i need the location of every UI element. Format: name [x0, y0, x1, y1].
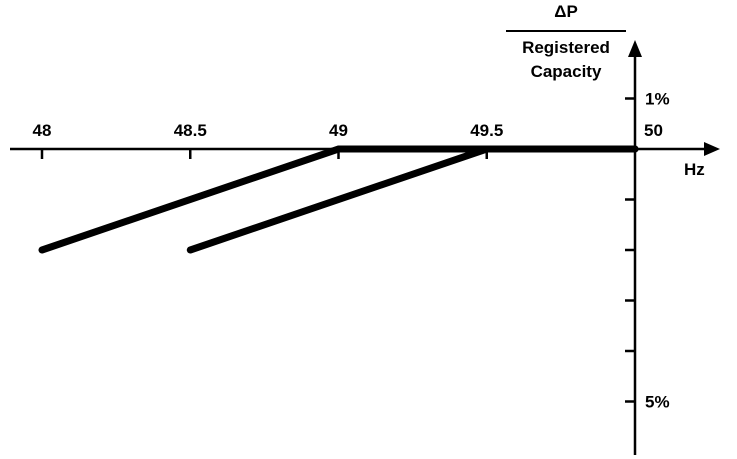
series-line-2 [186, 145, 639, 254]
x-tick-label: 48.5 [174, 121, 207, 140]
x-tick-label: 50 [644, 121, 663, 140]
series-group [38, 145, 639, 254]
y-axis-label-denominator-line1: Registered [522, 38, 610, 57]
x-tick-label: 49.5 [470, 121, 503, 140]
x-tick-label: 48 [33, 121, 52, 140]
y-axis-label-denominator-line2: Capacity [531, 62, 602, 81]
x-axis-label: Hz [684, 160, 705, 179]
y-ticks: 1% 5% [625, 90, 670, 412]
y-axis-label-numerator: ΔP [554, 2, 578, 21]
y-tick-label: 1% [645, 90, 670, 109]
y-tick-label: 5% [645, 393, 670, 412]
x-axis-arrow [704, 142, 720, 156]
y-axis-arrow [628, 40, 642, 57]
x-tick-label: 49 [329, 121, 348, 140]
x-ticks: 48 48.5 49 49.5 50 [33, 121, 663, 159]
